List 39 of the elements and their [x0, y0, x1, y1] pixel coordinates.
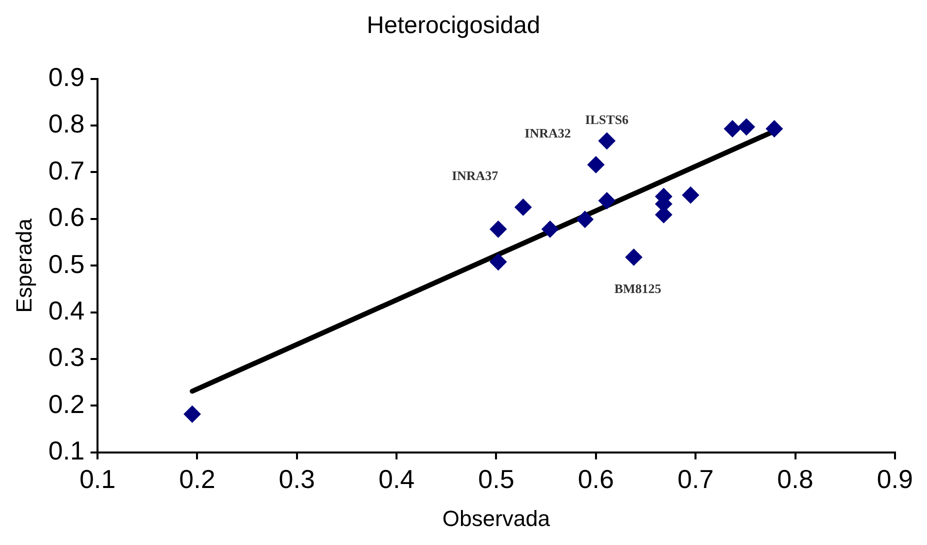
x-tick-label: 0.6 [578, 464, 614, 494]
point [587, 156, 604, 174]
x-tick-label: 0.3 [278, 464, 315, 494]
annotation: INRA32 [524, 126, 571, 141]
x-tick-label: 0.8 [777, 464, 814, 494]
point [766, 120, 783, 138]
annotation: BM8125 [614, 281, 662, 296]
point [490, 253, 507, 270]
y-tick-label: 0.6 [48, 202, 85, 232]
point [576, 210, 594, 228]
y-tick-label: 0.3 [48, 342, 85, 372]
annotation: ILSTS6 [585, 112, 630, 127]
point [625, 248, 642, 266]
x-tick-label: 0.4 [378, 464, 415, 494]
point [598, 132, 616, 150]
point [682, 186, 700, 204]
x-tick-label: 0.7 [678, 464, 714, 494]
point [738, 118, 755, 136]
point [184, 406, 201, 423]
y-tick-label: 0.9 [48, 62, 85, 92]
y-tick-label: 0.2 [48, 388, 85, 419]
y-tick-label: 0.4 [48, 295, 85, 326]
x-tick-label: 0.2 [179, 464, 216, 494]
y-tick-label: 0.1 [48, 436, 85, 466]
y-tick-label: 0.7 [48, 155, 85, 186]
x-tick-label: 0.9 [876, 464, 914, 494]
x-tick-label: 0.5 [478, 464, 514, 494]
point [542, 220, 559, 238]
y-axis-title: Esperada [11, 218, 36, 313]
point [514, 198, 532, 216]
point [724, 120, 741, 138]
chart-title: Heterocigosidad [366, 12, 540, 40]
y-tick-label: 0.8 [48, 108, 85, 139]
point [490, 220, 507, 238]
x-tick-label: 0.1 [79, 464, 116, 494]
x-axis-title: Observada [442, 506, 551, 531]
y-tick-label: 0.5 [48, 248, 85, 279]
point [598, 192, 616, 210]
annotation: INRA37 [452, 168, 499, 184]
